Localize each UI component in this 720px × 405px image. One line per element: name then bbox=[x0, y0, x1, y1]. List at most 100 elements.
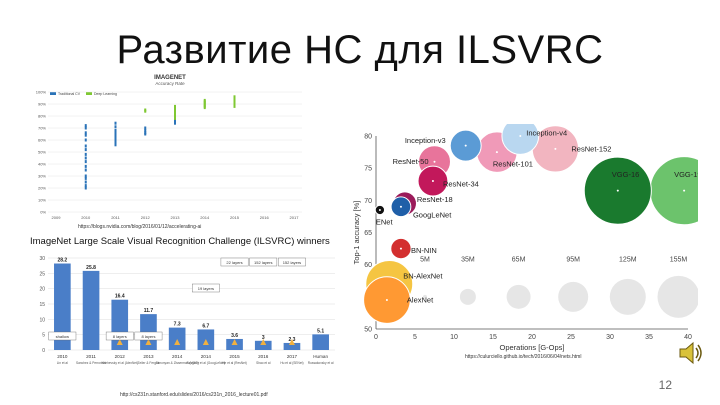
chart1-x-tick: 2017 bbox=[290, 215, 300, 220]
chart2-bar bbox=[168, 327, 186, 350]
chart2-triangle-marker bbox=[288, 339, 295, 345]
ilsvrc-winners-chart: 30 25 20 15 10 5 0 28.2 2010 Lin et al 25.8 2011 San… bbox=[30, 250, 340, 390]
chart1-x-tick: 2011 bbox=[111, 215, 120, 220]
chart3-source-link[interactable]: https://culurciello.github.io/tech/2016/… bbox=[465, 354, 582, 360]
chart2-value-label: 6.7 bbox=[202, 323, 209, 329]
chart1-point bbox=[233, 104, 236, 108]
chart2-layer-box bbox=[192, 283, 220, 293]
chart3-bubble-center bbox=[385, 299, 388, 302]
speaker-icon[interactable] bbox=[676, 338, 706, 368]
chart3-bubble-label: ResNet-18 bbox=[417, 195, 453, 204]
chart2-x-tick: 2013 bbox=[143, 354, 154, 359]
chart1-point bbox=[144, 126, 147, 130]
chart2-value-label: 28.2 bbox=[57, 258, 67, 264]
chart1-legend-label: Traditional CV bbox=[58, 92, 81, 96]
chart3-bubble-label: BN-NIN bbox=[411, 246, 437, 255]
chart1-y-tick: 90% bbox=[38, 102, 46, 107]
chart1-point bbox=[174, 119, 176, 123]
chart3-size-legend-bubble bbox=[558, 281, 589, 312]
chart3-xlabel: Operations [G-Ops] bbox=[499, 343, 564, 352]
chart2-bar bbox=[54, 263, 71, 350]
chart1-point bbox=[84, 131, 87, 135]
chart1-point bbox=[114, 133, 117, 137]
chart1-point bbox=[144, 132, 147, 136]
imagenet-accuracy-chart: IMAGENET Accuracy Rate Traditional CV Deep … bbox=[30, 72, 310, 232]
chart1-point bbox=[174, 121, 176, 125]
chart3-x-tick: 0 bbox=[374, 334, 378, 341]
chart1-point bbox=[84, 184, 87, 188]
chart1-point bbox=[144, 108, 147, 112]
chart3-bubble-center bbox=[554, 147, 557, 150]
page-number: 12 bbox=[658, 378, 672, 392]
chart2-layer-label: 8 layers bbox=[113, 334, 127, 339]
chart1-point bbox=[84, 148, 87, 152]
chart2-layer-label: 19 layers bbox=[198, 286, 214, 291]
chart1-x-tick: 2010 bbox=[81, 215, 91, 220]
chart1-y-tick: 10% bbox=[38, 198, 46, 203]
chart2-layer-label: 8 layers bbox=[141, 334, 155, 339]
chart3-bubble-group bbox=[363, 276, 411, 324]
chart3-bubble-center bbox=[683, 189, 686, 192]
chart2-triangle-marker bbox=[202, 339, 209, 345]
chart2-triangle-marker bbox=[116, 339, 123, 345]
chart3-y-tick: 60 bbox=[364, 262, 372, 269]
chart1-point bbox=[114, 143, 117, 147]
chart2-value-label: 11.7 bbox=[144, 308, 154, 314]
chart3-y-tick: 50 bbox=[364, 327, 372, 334]
chart2-y-tick: 15 bbox=[39, 302, 45, 308]
chart1-point bbox=[84, 124, 87, 128]
chart2-y-tick: 30 bbox=[39, 256, 45, 262]
chart2-y-tick: 10 bbox=[39, 317, 45, 323]
chart1-point bbox=[174, 114, 176, 118]
chart3-x-tick: 5 bbox=[413, 334, 417, 341]
chart2-x-tick: 2015 bbox=[229, 354, 240, 359]
chart1-point bbox=[174, 107, 176, 111]
chart3-bubble-label: ResNet-152 bbox=[571, 144, 611, 153]
chart3-x-tick: 35 bbox=[645, 334, 653, 341]
chart2-bar bbox=[283, 342, 301, 350]
chart2-triangle-marker bbox=[260, 339, 267, 345]
chart2-x-tick: 2014 bbox=[172, 354, 183, 359]
chart1-point bbox=[114, 138, 117, 142]
chart1-point bbox=[84, 160, 87, 164]
chart3-size-legend-label: 95M bbox=[566, 256, 580, 263]
chart2-triangle-marker bbox=[174, 339, 181, 345]
chart1-point bbox=[114, 121, 117, 125]
chart3-size-legend-bubble bbox=[609, 278, 646, 315]
chart1-point bbox=[174, 116, 176, 120]
chart2-value-label: 25.8 bbox=[86, 265, 96, 271]
chart2-sublabel: Zeiler & Fergus bbox=[138, 361, 160, 365]
chart2-value-label: 3.6 bbox=[231, 333, 238, 339]
chart1-point bbox=[84, 180, 87, 184]
chart2-x-tick: 2011 bbox=[86, 354, 96, 359]
chart3-bubble-label: ResNet-34 bbox=[443, 180, 479, 189]
chart1-y-tick: 40% bbox=[38, 162, 46, 167]
chart3-x-tick: 10 bbox=[450, 334, 458, 341]
chart2-sublabel: Krizhevsky et al (AlexNet) bbox=[102, 361, 139, 365]
chart1-y-tick: 50% bbox=[38, 150, 46, 155]
chart3-x-tick: 20 bbox=[528, 334, 536, 341]
chart2-y-tick: 0 bbox=[42, 348, 45, 354]
chart3-size-legend-bubble bbox=[506, 284, 531, 309]
chart1-y-tick: 20% bbox=[38, 186, 46, 191]
chart1-point bbox=[84, 168, 87, 172]
chart3-bubble-group bbox=[417, 165, 449, 197]
chart1-point bbox=[84, 176, 87, 180]
chart2-sublabel: Russakovsky et al bbox=[308, 361, 334, 365]
chart1-point bbox=[84, 164, 87, 168]
chart2-source-link[interactable]: http://cs231n.stanford.edu/slides/2016/c… bbox=[120, 392, 268, 398]
chart1-source-link[interactable]: https://blogs.nvidia.com/blog/2016/01/12… bbox=[78, 224, 202, 230]
chart1-x-tick: 2015 bbox=[230, 215, 240, 220]
chart1-x-tick: 2014 bbox=[200, 215, 210, 220]
chart3-bubble-group bbox=[390, 237, 412, 260]
chart2-sublabel: He et al (ResNet) bbox=[222, 361, 247, 365]
chart2-layer-box bbox=[278, 257, 306, 267]
chart3-bubble-group bbox=[390, 196, 412, 218]
chart3-y-tick: 70 bbox=[364, 198, 372, 205]
chart1-point bbox=[84, 186, 87, 190]
ilsvrc-title: ImageNet Large Scale Visual Recognition … bbox=[30, 236, 330, 247]
chart2-value-label: 7.3 bbox=[174, 322, 181, 328]
chart3-bubble-center bbox=[399, 247, 402, 250]
chart1-y-tick: 30% bbox=[38, 174, 46, 179]
chart3-bubble-group bbox=[374, 204, 386, 216]
